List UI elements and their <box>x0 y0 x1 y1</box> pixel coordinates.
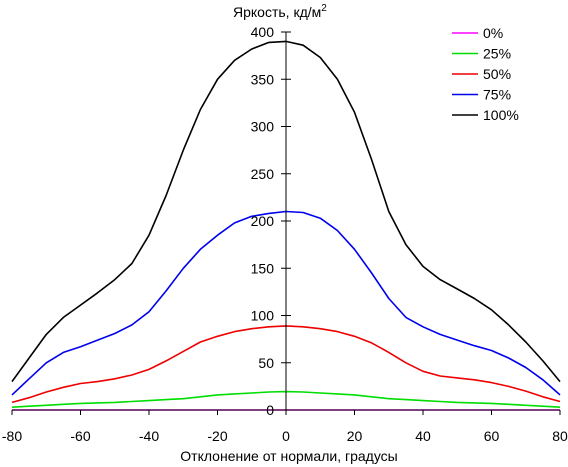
y-tick-label: 50 <box>258 355 274 371</box>
x-tick-label: 20 <box>347 428 363 444</box>
y-tick-label: 400 <box>251 24 275 40</box>
legend-label: 100% <box>483 107 519 123</box>
ticks-layer: -80 -60 -40 -20 0 20 40 60 80 0 50 100 150 200 250 300 3… <box>2 24 568 444</box>
y-axis-title-superscript: 2 <box>321 3 327 14</box>
y-axis-title-text: Яркость, кд/м <box>233 4 321 20</box>
y-tick-label: 300 <box>251 119 275 135</box>
x-tick-label: 60 <box>484 428 500 444</box>
x-tick-label: -20 <box>207 428 227 444</box>
legend-label: 25% <box>483 46 511 62</box>
x-tick-label: -80 <box>2 428 22 444</box>
x-tick-label: -60 <box>70 428 90 444</box>
y-tick-label: 100 <box>251 308 275 324</box>
x-tick-label: 80 <box>552 428 568 444</box>
x-tick-label: 40 <box>415 428 431 444</box>
legend-label: 0% <box>483 25 503 41</box>
x-axis-title: Отклонение от нормали, градусы <box>180 448 397 464</box>
legend-label: 50% <box>483 66 511 82</box>
legend: 0% 25% 50% 75% 100% <box>452 25 519 123</box>
y-tick-label: 250 <box>251 166 275 182</box>
x-tick-label: -40 <box>139 428 159 444</box>
y-axis-title: Яркость, кд/м2 <box>233 3 327 20</box>
axes-layer <box>12 32 560 415</box>
y-tick-label: 150 <box>251 260 275 276</box>
y-tick-label: 350 <box>251 71 275 87</box>
x-tick-label: 0 <box>282 428 290 444</box>
legend-label: 75% <box>483 87 511 103</box>
y-tick-label: 0 <box>266 402 274 418</box>
y-tick-label: 200 <box>251 213 275 229</box>
